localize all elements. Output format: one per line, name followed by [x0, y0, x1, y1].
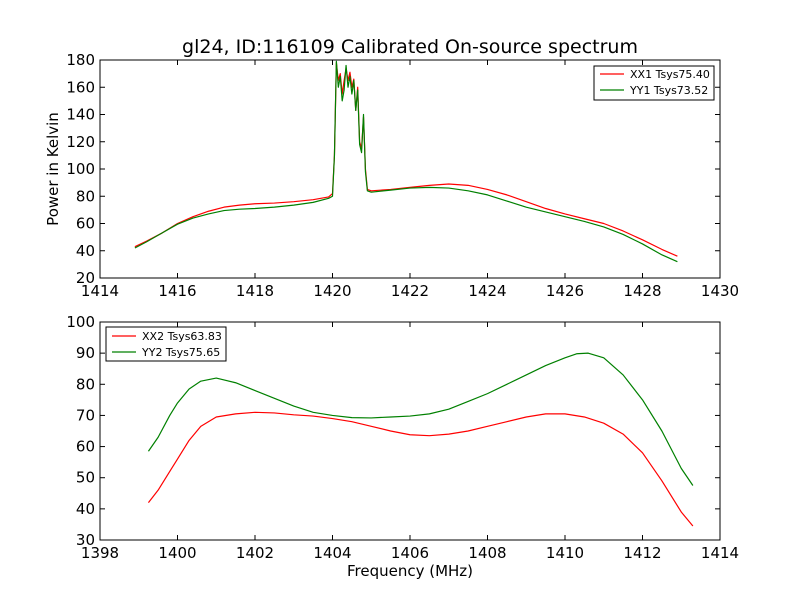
x-tick-label: 1410	[546, 544, 584, 562]
x-tick-label: 1418	[236, 282, 274, 300]
bottom-spectrum-chart: 1398 1400 1402 1404 1406 1408 1410 1412 1414 30 4…	[66, 313, 739, 580]
series-lines	[147, 352, 694, 527]
y-ticks: 30 40 50 60 70 80 90 100	[66, 313, 720, 549]
series-line-yy2	[147, 352, 694, 486]
chart-title: gl24, ID:116109 Calibrated On-source spe…	[182, 36, 638, 58]
y-tick-label: 80	[76, 187, 95, 205]
y-axis-label: Power in Kelvin	[44, 112, 62, 226]
legend-label-xx2: XX2 Tsys63.83	[142, 330, 222, 343]
y-tick-label: 80	[76, 375, 95, 393]
x-tick-label: 1424	[468, 282, 506, 300]
y-ticks: 20 40 60 80 100 120 140 160 180	[66, 51, 720, 287]
top-spectrum-chart: gl24, ID:116109 Calibrated On-source spe…	[44, 36, 739, 300]
x-tick-label: 1404	[313, 544, 351, 562]
y-tick-label: 120	[66, 133, 95, 151]
y-tick-label: 90	[76, 344, 95, 362]
x-tick-label: 1420	[313, 282, 351, 300]
y-tick-label: 20	[76, 269, 95, 287]
y-tick-label: 180	[66, 51, 95, 69]
x-tick-label: 1406	[391, 544, 429, 562]
series-line-xx2	[147, 411, 694, 527]
y-tick-label: 40	[76, 500, 95, 518]
legend-label-xx1: XX1 Tsys75.40	[630, 68, 710, 81]
series-line-xx1	[134, 62, 678, 257]
series-line-yy1	[134, 60, 678, 263]
x-ticks: 1414 1416 1418 1420 1422 1424 1426 1428 1430	[81, 60, 739, 300]
legend-box	[593, 65, 715, 101]
y-tick-label: 60	[76, 215, 95, 233]
y-tick-label: 70	[76, 406, 95, 424]
y-tick-label: 140	[66, 106, 95, 124]
x-tick-label: 1398	[81, 544, 119, 562]
series-lines	[134, 60, 678, 263]
legend-label-yy1: YY1 Tsys73.52	[629, 84, 708, 97]
y-tick-label: 60	[76, 438, 95, 456]
y-tick-label: 40	[76, 242, 95, 260]
x-tick-label: 1400	[158, 544, 196, 562]
y-tick-label: 100	[66, 313, 95, 331]
x-tick-label: 1414	[81, 282, 119, 300]
y-tick-label: 100	[66, 160, 95, 178]
x-axis-label: Frequency (MHz)	[347, 562, 473, 580]
x-tick-label: 1412	[623, 544, 661, 562]
x-ticks: 1398 1400 1402 1404 1406 1408 1410 1412 1414	[81, 322, 739, 562]
y-tick-label: 160	[66, 78, 95, 96]
x-tick-label: 1426	[546, 282, 584, 300]
legend: XX2 Tsys63.83 YY2 Tsys75.65	[105, 326, 227, 362]
y-tick-label: 30	[76, 531, 95, 549]
x-tick-label: 1416	[158, 282, 196, 300]
x-tick-label: 1428	[623, 282, 661, 300]
x-tick-label: 1430	[701, 282, 739, 300]
x-tick-label: 1414	[701, 544, 739, 562]
x-tick-label: 1422	[391, 282, 429, 300]
legend: XX1 Tsys75.40 YY1 Tsys73.52	[593, 65, 715, 101]
legend-label-yy2: YY2 Tsys75.65	[141, 346, 220, 359]
x-tick-label: 1408	[468, 544, 506, 562]
x-tick-label: 1402	[236, 544, 274, 562]
y-tick-label: 50	[76, 469, 95, 487]
legend-box	[105, 326, 227, 362]
